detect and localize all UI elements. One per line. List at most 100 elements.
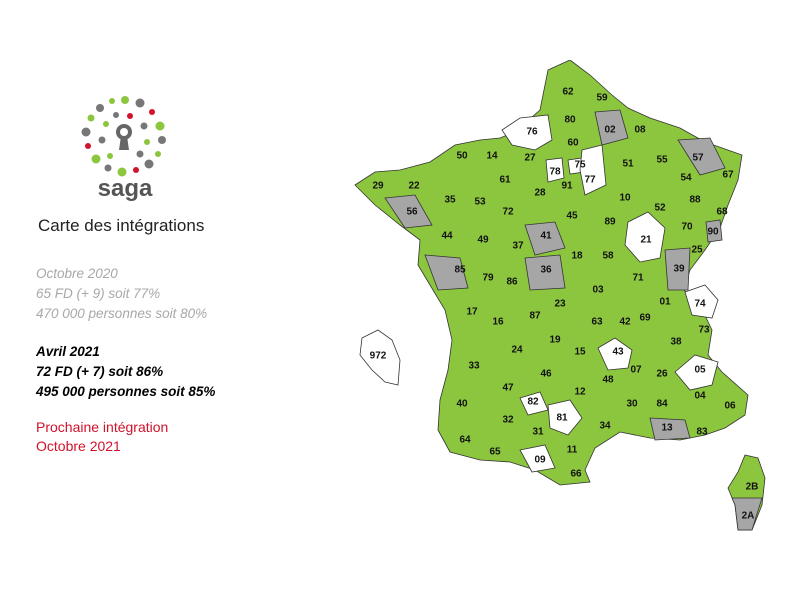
department-label-41: 41 — [540, 231, 552, 242]
department-label-75: 75 — [574, 160, 586, 171]
department-label-67: 67 — [722, 170, 734, 181]
department-label-87: 87 — [529, 311, 541, 322]
department-label-34: 34 — [599, 421, 611, 432]
department-label-72: 72 — [502, 207, 514, 218]
department-label-30: 30 — [626, 399, 638, 410]
department-label-42: 42 — [619, 317, 631, 328]
department-label-82: 82 — [527, 397, 539, 408]
department-label-57: 57 — [692, 153, 704, 164]
department-label-56: 56 — [406, 207, 418, 218]
department-label-16: 16 — [492, 317, 504, 328]
department-label-37: 37 — [512, 241, 524, 252]
next-integration-label: Prochaine intégration — [36, 419, 169, 435]
department-label-19: 19 — [549, 335, 561, 346]
department-label-17: 17 — [466, 307, 478, 318]
department-label-36: 36 — [540, 265, 552, 276]
department-label-77: 77 — [584, 175, 596, 186]
department-label-60: 60 — [567, 138, 579, 149]
department-label-86: 86 — [506, 277, 518, 288]
department-label-43: 43 — [612, 347, 624, 358]
department-label-14: 14 — [486, 151, 498, 162]
department-label-80: 80 — [564, 115, 576, 126]
department-76 — [501, 114, 553, 151]
department-label-68: 68 — [716, 207, 728, 218]
department-label-07: 07 — [630, 365, 642, 376]
department-label-31: 31 — [532, 427, 544, 438]
department-label-45: 45 — [566, 211, 578, 222]
page-subtitle: Carte des intégrations — [38, 216, 205, 235]
department-label-66: 66 — [570, 469, 582, 480]
department-77 — [579, 144, 607, 196]
department-label-89: 89 — [604, 217, 616, 228]
logo-dots-ring — [81, 96, 166, 177]
department-label-51: 51 — [622, 159, 634, 170]
department-56 — [384, 194, 433, 229]
department-2A — [731, 497, 763, 531]
department-label-2B: 2B — [746, 482, 759, 493]
department-label-05: 05 — [694, 365, 706, 376]
department-43 — [597, 337, 633, 371]
department-21 — [624, 211, 666, 263]
department-label-01: 01 — [659, 297, 671, 308]
department-label-83: 83 — [696, 427, 708, 438]
next-integration: Prochaine intégration Octobre 2021 — [36, 418, 168, 456]
department-label-70: 70 — [681, 222, 693, 233]
department-label-10: 10 — [619, 193, 631, 204]
department-label-04: 04 — [694, 391, 706, 402]
department-label-71: 71 — [632, 273, 644, 284]
next-integration-date: Octobre 2021 — [36, 438, 121, 454]
department-label-21: 21 — [640, 235, 652, 246]
department-label-972: 972 — [370, 351, 387, 362]
department-labels: 01 03 04 06 07 08 10 11 12 14 15 16 17 18 19 22 23 24 25 26… — [370, 87, 759, 522]
department-label-49: 49 — [477, 235, 489, 246]
department-09 — [519, 444, 556, 473]
france-map: 01 03 04 06 07 08 10 11 12 14 15 16 17 18 19 22 23 24 25 26… — [354, 60, 766, 531]
department-label-53: 53 — [474, 197, 486, 208]
department-85 — [424, 254, 469, 291]
department-label-25: 25 — [691, 245, 703, 256]
department-972 — [359, 329, 401, 386]
department-label-03: 03 — [592, 285, 604, 296]
department-13 — [649, 417, 691, 441]
department-label-15: 15 — [574, 347, 586, 358]
status-period: Avril 2021 — [36, 344, 100, 359]
department-02 — [594, 109, 629, 146]
department-label-11: 11 — [567, 445, 578, 456]
department-39 — [664, 247, 691, 291]
department-label-22: 22 — [408, 181, 420, 192]
department-label-39: 39 — [673, 264, 685, 275]
department-label-12: 12 — [574, 387, 586, 398]
department-label-81: 81 — [556, 413, 568, 424]
department-label-91: 91 — [561, 181, 573, 192]
department-74 — [684, 284, 719, 319]
department-label-88: 88 — [689, 195, 701, 206]
department-36 — [524, 254, 566, 291]
department-label-76: 76 — [526, 127, 538, 138]
department-label-08: 08 — [634, 125, 646, 136]
department-90 — [705, 219, 723, 243]
department-label-55: 55 — [656, 155, 668, 166]
department-label-27: 27 — [524, 153, 536, 164]
department-label-23: 23 — [554, 299, 566, 310]
department-label-40: 40 — [456, 399, 468, 410]
department-label-52: 52 — [654, 203, 666, 214]
department-label-78: 78 — [549, 167, 561, 178]
department-label-33: 33 — [468, 361, 480, 372]
department-label-26: 26 — [656, 369, 668, 380]
department-label-24: 24 — [511, 345, 523, 356]
department-label-73: 73 — [698, 325, 710, 336]
department-label-44: 44 — [441, 231, 453, 242]
status-october-2020: Octobre 2020 65 FD (+ 9) soit 77% 470 00… — [36, 264, 207, 324]
department-label-02: 02 — [604, 125, 616, 136]
department-label-29: 29 — [372, 181, 384, 192]
department-label-62: 62 — [562, 87, 574, 98]
department-57 — [677, 137, 726, 176]
department-label-61: 61 — [499, 175, 511, 186]
department-label-32: 32 — [502, 415, 514, 426]
department-label-58: 58 — [602, 251, 614, 262]
department-81 — [547, 399, 583, 436]
status-people-count: 495 000 personnes soit 85% — [36, 384, 216, 399]
department-label-18: 18 — [571, 251, 583, 262]
department-label-47: 47 — [502, 383, 514, 394]
saga-logo: saga — [70, 88, 180, 203]
